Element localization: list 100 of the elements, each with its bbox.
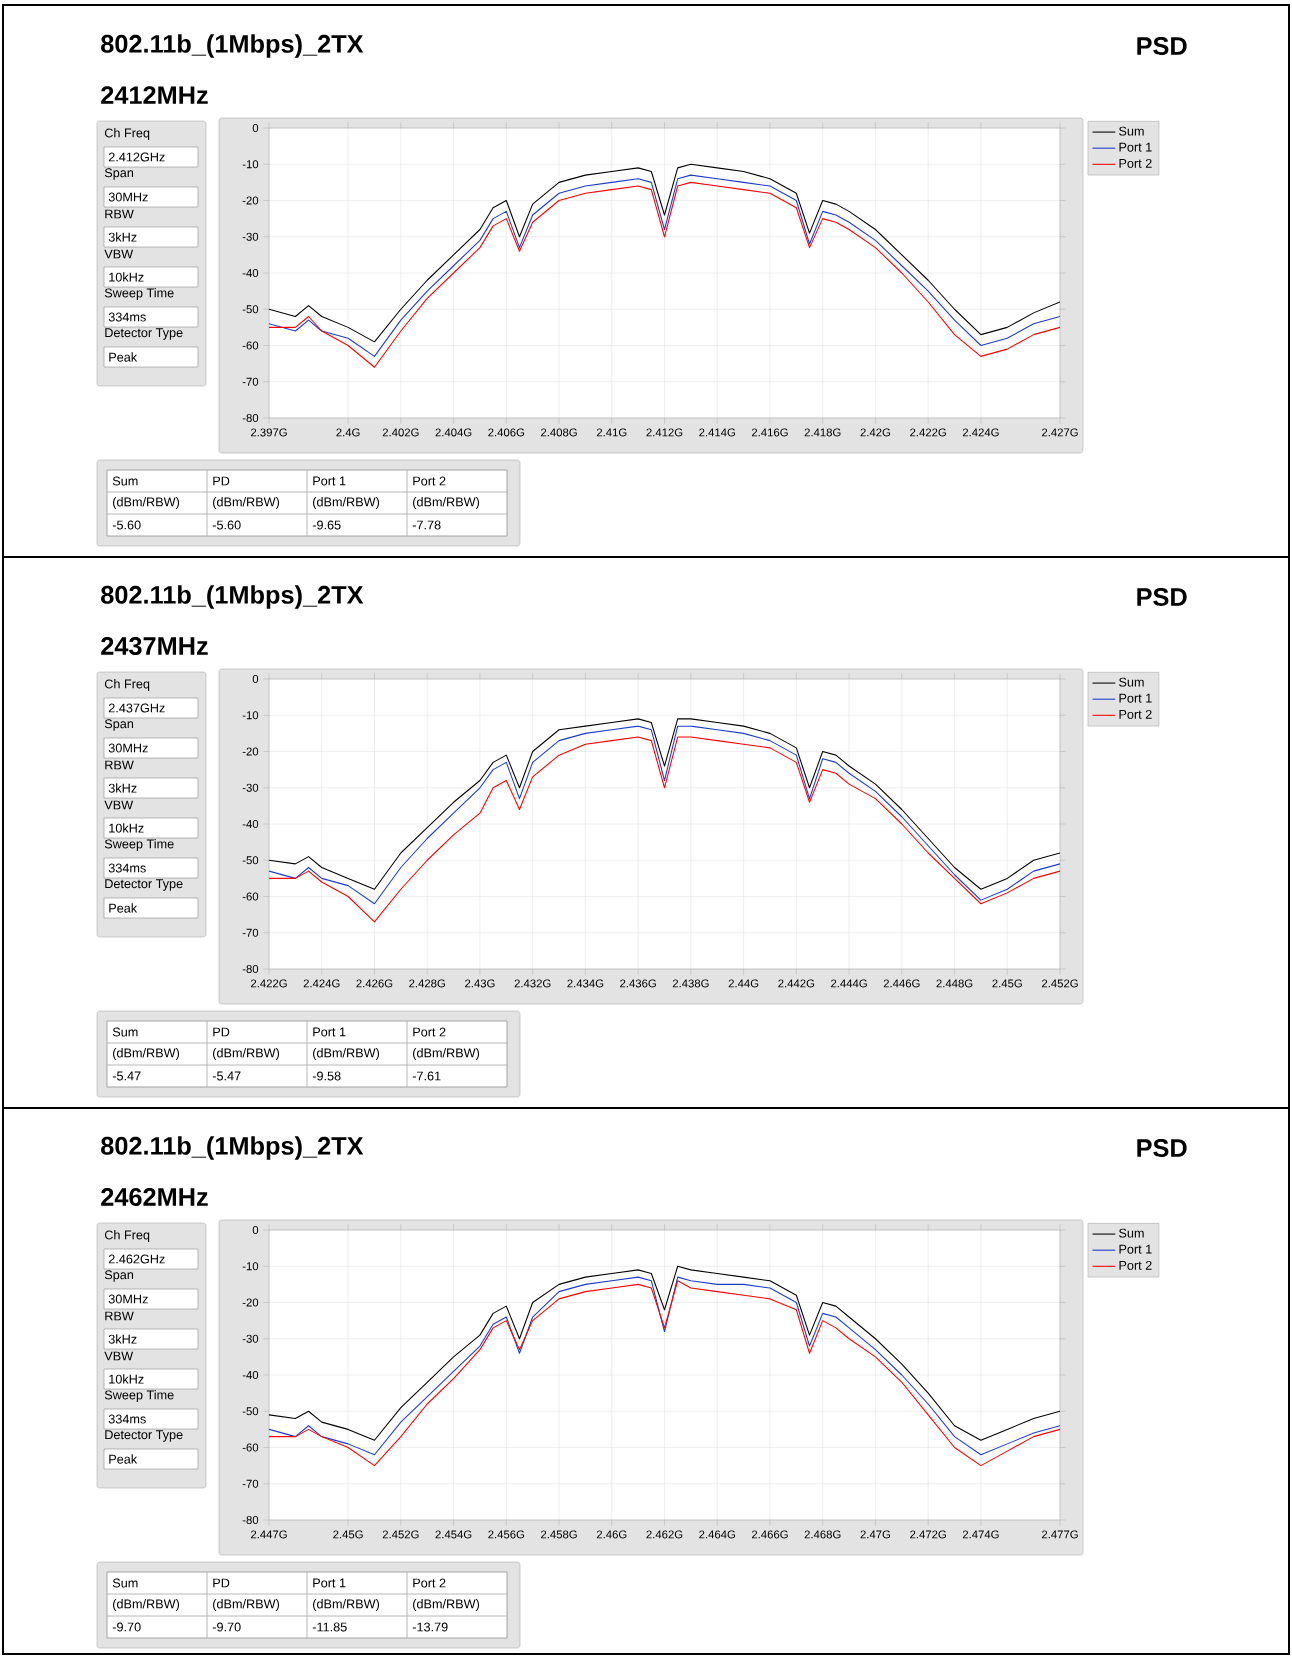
text: Port 1 [313,1027,346,1037]
x-tick-label: 2.402G [382,428,419,437]
y-tick-label: -70 [242,1479,259,1488]
text: Port 2 [413,476,446,486]
text: Detector Type [105,879,183,891]
text: RBW [105,760,134,770]
legend-label: Port 1 [1119,693,1152,703]
text: VBW [104,249,134,259]
text: Sweep Time [104,839,174,851]
x-tick-label: 2.412G [646,428,683,437]
y-tick-label: -40 [242,820,259,829]
x-tick-label: 2.424G [962,428,999,437]
text: Span [104,168,134,180]
x-tick-label: 2.424G [303,979,340,988]
text: Sum [112,1578,138,1588]
x-tick-label: 2.452G [382,1530,419,1539]
text: Detector Type [105,328,183,340]
y-tick-label: -40 [242,1371,259,1380]
y-tick-label: 0 [252,124,259,133]
text: PSD [1137,588,1187,606]
x-tick-label: 2.464G [699,1530,735,1539]
x-tick-label: 2.427G [1041,428,1078,437]
text: -9.58 [312,1071,341,1081]
text: Detector Type [105,1430,183,1442]
x-tick-label: 2.468G [804,1530,841,1539]
y-tick-label: -10 [242,711,259,720]
x-tick-label: 2.45G [333,1530,363,1539]
x-tick-label: 2.4G [336,428,360,437]
text: (dBm/RBW) [213,1599,280,1611]
text: 334ms [108,312,146,322]
text: VBW [104,1351,134,1361]
y-tick-label: 0 [252,675,259,684]
y-tick-label: -20 [242,196,259,205]
y-tick-label: -40 [242,269,259,278]
text: 10kHz [109,272,144,282]
x-tick-label: 2.436G [620,979,656,988]
text: RBW [105,1311,134,1321]
y-tick-label: -80 [242,965,259,974]
text: PD [213,1578,230,1588]
text: VBW [104,800,134,810]
x-tick-label: 2.404G [435,428,472,437]
x-tick-label: 2.447G [250,1530,287,1539]
x-tick-label: 2.416G [751,428,788,437]
text: -11.85 [312,1622,347,1632]
text: -5.60 [212,520,241,530]
text: Port 2 [413,1027,446,1037]
text: 334ms [108,863,146,873]
text: -13.79 [412,1622,448,1632]
text: (dBm/RBW) [413,1599,480,1611]
x-tick-label: 2.45G [992,979,1022,988]
x-tick-label: 2.428G [409,979,445,988]
text: -5.60 [112,520,141,530]
x-tick-label: 2.414G [699,428,735,437]
y-tick-label: -60 [242,892,259,901]
y-tick-label: -20 [242,1298,259,1307]
x-tick-label: 2.426G [356,979,393,988]
text: PSD [1137,37,1187,55]
text: Port 2 [413,1578,446,1588]
y-tick-label: -80 [242,1516,259,1525]
x-tick-label: 2.47G [860,1530,891,1539]
chart-subtitle: 2412MHz [101,86,208,104]
text: PD [213,1027,230,1037]
y-tick-label: -60 [242,1443,259,1452]
text: 334ms [108,1414,146,1424]
x-tick-label: 2.442G [778,979,815,988]
text: 2.437GHz [108,703,165,713]
text: Sweep Time [104,1390,174,1402]
text: (dBm/RBW) [113,1599,180,1611]
x-tick-label: 2.41G [596,428,627,437]
text: 30MHz [108,192,148,202]
chart-subtitle: 2462MHz [101,1188,208,1206]
x-tick-label: 2.477G [1041,1530,1078,1539]
x-tick-label: 2.42G [860,428,891,437]
x-tick-label: 2.418G [804,428,841,437]
text: 2.412GHz [108,152,165,162]
text: (dBm/RBW) [313,1599,380,1611]
text: -9.65 [312,520,341,530]
text: RBW [105,209,134,219]
x-tick-label: 2.422G [250,979,287,988]
text: Ch Freq [104,679,150,691]
text: (dBm/RBW) [213,1048,280,1060]
y-tick-label: -50 [242,305,259,314]
x-tick-label: 2.434G [567,979,604,988]
x-tick-label: 2.43G [465,979,495,988]
x-tick-label: 2.44G [728,979,759,988]
text: Port 1 [313,476,346,486]
chart-title: 802.11b_(1Mbps)_2TX [101,34,364,58]
legend-label: Port 1 [1119,142,1152,152]
x-tick-label: 2.462G [646,1530,683,1539]
text: 3kHz [108,232,137,242]
x-tick-label: 2.444G [831,979,867,988]
text: Peak [109,903,138,913]
text: Port 1 [313,1578,346,1588]
x-tick-label: 2.474G [962,1530,999,1539]
x-tick-label: 2.408G [541,428,577,437]
x-tick-label: 2.432G [514,979,551,988]
text: Sum [112,476,138,486]
text: 30MHz [108,743,148,753]
text: Span [104,719,134,731]
text: Span [104,1270,134,1282]
